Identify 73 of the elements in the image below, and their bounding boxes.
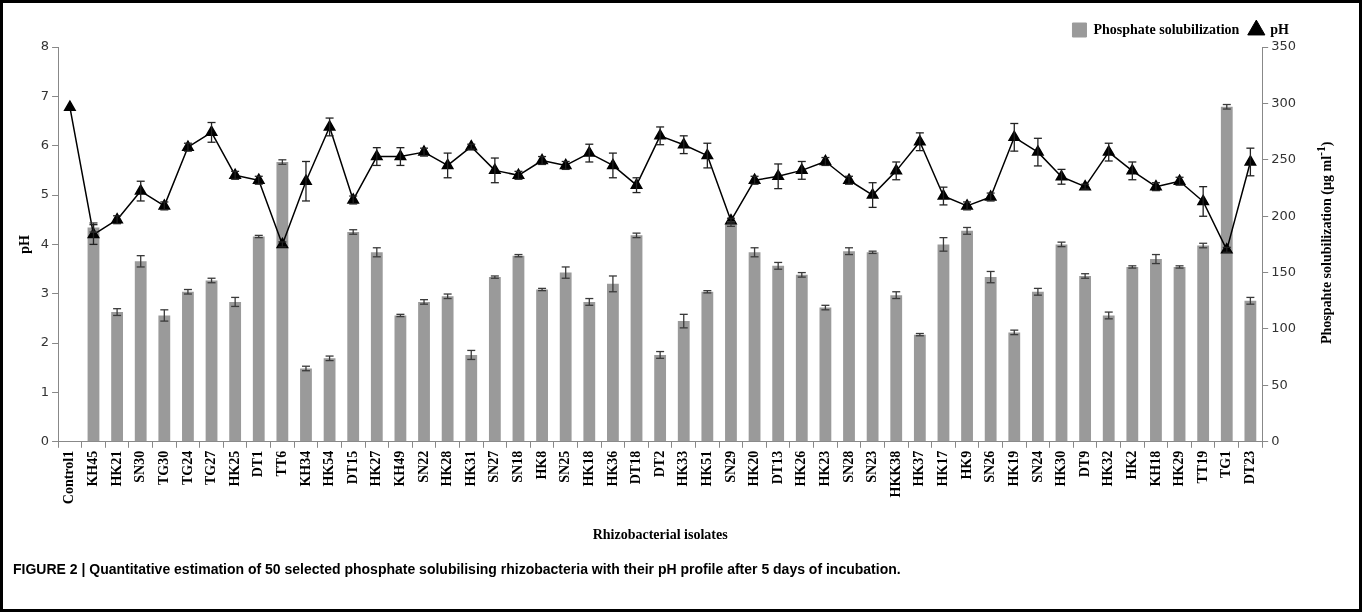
x-tick-label: HK19 <box>1005 450 1021 487</box>
y-tick-label: 8 <box>40 38 50 54</box>
x-tick-label: DT13 <box>769 450 785 485</box>
y-tick-label: 3 <box>40 285 50 301</box>
x-tick-label: TT19 <box>1194 450 1210 484</box>
y-tick-label: 1 <box>40 383 50 399</box>
x-tick-label: HK37 <box>911 450 927 487</box>
x-tick-label: HK36 <box>604 450 620 487</box>
x-tick-label: DT18 <box>628 450 644 485</box>
x-tick-label: HK54 <box>321 450 337 487</box>
x-tick-label: KH49 <box>392 450 408 487</box>
y-tick-label: 7 <box>40 87 50 103</box>
x-tick-label: HK23 <box>817 450 833 487</box>
x-tick-label: HK28 <box>439 450 455 487</box>
y2-tick-label: 0 <box>1271 433 1280 449</box>
x-tick-label: HK27 <box>368 450 384 487</box>
x-tick-label: SN23 <box>864 450 880 483</box>
x-tick-label: SN26 <box>982 450 998 483</box>
x-tick-label: DT9 <box>1076 450 1092 478</box>
y-axis-title: pH <box>17 234 33 254</box>
x-tick-label: KH18 <box>1147 450 1163 487</box>
x-tick-label: DT2 <box>651 450 667 478</box>
legend-label: Phosphate solubilization <box>1093 21 1240 37</box>
legend-label: pH <box>1270 21 1290 37</box>
x-tick-label: HK20 <box>746 450 762 487</box>
x-tick-label: SN24 <box>1029 450 1045 483</box>
x-tick-label: HK29 <box>1171 450 1187 487</box>
x-tick-label: DT23 <box>1241 450 1257 485</box>
x-tick-label: TG24 <box>179 450 195 486</box>
y2-tick-label: 100 <box>1271 320 1297 336</box>
y2-tick-label: 150 <box>1271 263 1297 279</box>
x-tick-label: HK32 <box>1100 450 1116 487</box>
x-tick-label: SN28 <box>840 450 856 483</box>
x-tick-label: HKK38 <box>887 450 903 498</box>
x-tick-label: HK17 <box>935 450 951 487</box>
x-tick-label: HK8 <box>533 450 549 480</box>
y2-tick-label: 200 <box>1271 207 1297 223</box>
x-tick-label: DT15 <box>344 450 360 485</box>
x-tick-label: KH45 <box>85 450 101 487</box>
y-tick-label: 4 <box>40 235 50 251</box>
x-tick-label: HK51 <box>698 450 714 487</box>
x-tick-label: HK21 <box>108 450 124 487</box>
x-tick-label: HK26 <box>793 450 809 487</box>
y-tick-label: 2 <box>40 334 50 350</box>
x-tick-label: TT6 <box>273 450 289 477</box>
y2-tick-label: 250 <box>1271 151 1297 167</box>
x-tick-label: TG30 <box>155 450 171 486</box>
y2-tick-label: 350 <box>1271 38 1297 54</box>
y-tick-label: 5 <box>40 186 50 202</box>
x-tick-label: HK33 <box>675 450 691 487</box>
x-tick-label: HK9 <box>958 450 974 480</box>
caption: FIGURE 2 | Quantitative estimation of 50 selected phosphate solubilising rhizobacteria with their pH profile after 5 days of incubation. <box>13 561 901 577</box>
x-tick-label: Control1 <box>61 450 77 505</box>
y2-tick-label: 300 <box>1271 94 1297 110</box>
x-tick-label: SN30 <box>132 450 148 483</box>
x-tick-label: DT1 <box>250 450 266 478</box>
x-tick-label: SN29 <box>722 450 738 483</box>
y2-tick-label: 50 <box>1271 376 1288 392</box>
x-tick-label: TG1 <box>1218 450 1234 479</box>
x-tick-label: SN22 <box>415 450 431 483</box>
y-tick-label: 0 <box>40 433 50 449</box>
x-tick-label: HK2 <box>1123 450 1139 480</box>
x-tick-label: HK18 <box>580 450 596 487</box>
x-tick-label: SN25 <box>557 450 573 483</box>
x-tick-label: KH34 <box>297 450 313 487</box>
x-tick-label: SN18 <box>510 450 526 483</box>
y-tick-label: 6 <box>40 137 50 153</box>
x-tick-label: HK25 <box>226 450 242 487</box>
x-tick-label: HK30 <box>1053 450 1069 487</box>
x-tick-label: HK31 <box>462 450 478 487</box>
x-tick-label: SN27 <box>486 450 502 483</box>
x-axis-title: Rhizobacterial isolates <box>592 527 729 543</box>
x-tick-label: TG27 <box>203 450 219 486</box>
